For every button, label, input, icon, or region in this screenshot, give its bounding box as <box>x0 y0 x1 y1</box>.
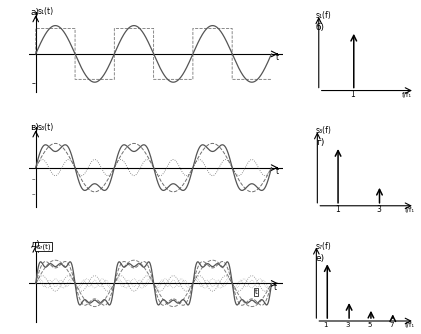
Text: t: t <box>276 53 280 62</box>
Text: e): e) <box>315 254 325 263</box>
Text: 5: 5 <box>367 322 371 328</box>
Text: –: – <box>31 192 35 198</box>
Text: 1: 1 <box>335 205 340 214</box>
Text: s₇(f): s₇(f) <box>315 241 331 250</box>
Text: s₇(t): s₇(t) <box>36 243 51 250</box>
Text: s₃(f): s₃(f) <box>316 126 332 135</box>
Text: t: t <box>255 289 258 295</box>
Text: f/f₁: f/f₁ <box>405 322 415 328</box>
Text: д): д) <box>30 240 40 249</box>
Text: t: t <box>274 283 277 292</box>
Text: t: t <box>276 167 280 176</box>
Text: f/f₁: f/f₁ <box>402 92 412 98</box>
Text: 1: 1 <box>350 90 355 99</box>
Text: 1: 1 <box>323 322 328 328</box>
Text: 3: 3 <box>376 205 381 214</box>
Text: 7: 7 <box>389 322 394 328</box>
Text: 3: 3 <box>345 322 350 328</box>
Text: f/f₁: f/f₁ <box>405 207 415 213</box>
Text: –: – <box>31 176 35 182</box>
Text: –: – <box>31 79 35 89</box>
Text: s₃(t): s₃(t) <box>37 123 53 132</box>
Text: s₁(t): s₁(t) <box>37 7 53 15</box>
Text: a): a) <box>30 8 39 17</box>
Text: s₁(f): s₁(f) <box>316 11 332 20</box>
Text: б): б) <box>316 23 325 32</box>
Text: г): г) <box>316 138 324 147</box>
Text: в): в) <box>30 123 39 132</box>
